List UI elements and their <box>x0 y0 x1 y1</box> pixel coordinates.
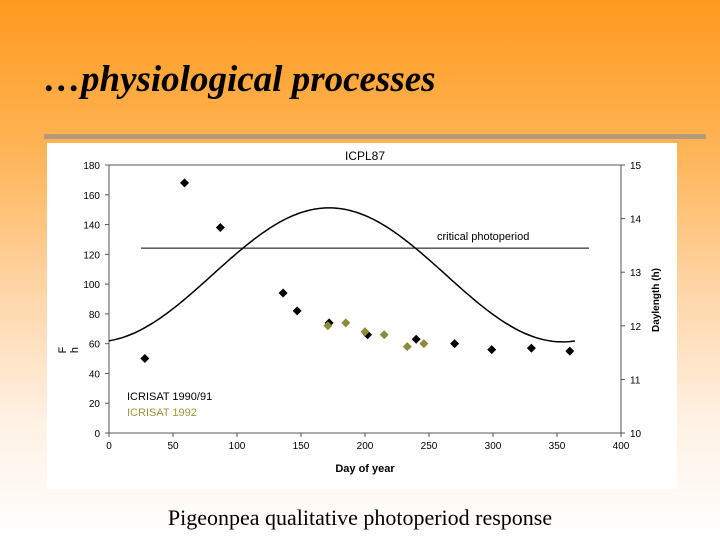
photoperiod-chart: ICPL87 Day of year F h Daylength (h) cri… <box>57 149 662 475</box>
x-tick-label: 0 <box>106 441 112 452</box>
data-point-1990 <box>450 339 460 349</box>
data-point-1990 <box>487 345 497 355</box>
critical-photoperiod-label: critical photoperiod <box>437 231 529 243</box>
data-point-1990 <box>140 354 150 364</box>
data-point-1990 <box>180 178 190 188</box>
x-tick-label: 250 <box>421 441 438 452</box>
y-axis-label-left-h: h <box>69 347 81 353</box>
chart-panel: ICPL87 Day of year F h Daylength (h) cri… <box>47 143 677 489</box>
y-right-tick-label: 13 <box>630 268 642 279</box>
x-tick-label: 300 <box>485 441 502 452</box>
x-tick-label: 200 <box>357 441 374 452</box>
y-left-tick-label: 120 <box>83 250 100 261</box>
data-point-1990 <box>278 288 288 298</box>
slide-title: …physiological processes <box>44 59 436 100</box>
y-right-tick-label: 12 <box>630 322 642 333</box>
y-axis-label-right: Daylength (h) <box>651 268 662 332</box>
y-right-tick-label: 11 <box>630 375 641 386</box>
data-point-1992 <box>341 318 351 328</box>
data-point-1990 <box>292 306 302 316</box>
data-point-1992 <box>379 330 389 340</box>
y-left-tick-label: 40 <box>89 369 101 380</box>
legend-entry-1990: ICRISAT 1990/91 <box>127 391 212 403</box>
x-tick-label: 150 <box>293 441 310 452</box>
x-tick-label: 350 <box>549 441 566 452</box>
y-left-tick-label: 180 <box>83 161 100 172</box>
x-tick-label: 400 <box>613 441 630 452</box>
title-divider <box>44 134 706 139</box>
y-right-tick-label: 14 <box>630 215 642 226</box>
y-right-tick-label: 10 <box>630 429 642 440</box>
x-tick-label: 100 <box>229 441 246 452</box>
daylength-curve <box>108 207 575 343</box>
data-point-1990 <box>565 346 575 356</box>
data-point-1990 <box>526 343 536 353</box>
chart-title: ICPL87 <box>345 149 385 163</box>
x-tick-label: 50 <box>167 441 179 452</box>
y-left-tick-label: 60 <box>89 340 101 351</box>
data-point-1992 <box>419 339 429 349</box>
y-axis-label-left-f: F <box>57 346 69 353</box>
slide-caption: Pigeonpea qualitative photoperiod respon… <box>167 505 553 530</box>
y-left-tick-label: 160 <box>83 191 100 202</box>
data-point-1992 <box>402 342 412 352</box>
y-left-tick-label: 80 <box>89 310 101 321</box>
y-right-tick-label: 15 <box>630 161 642 172</box>
data-point-1990 <box>215 223 225 233</box>
legend-entry-1992: ICRISAT 1992 <box>127 407 197 419</box>
data-point-1992 <box>360 327 370 337</box>
y-left-tick-label: 0 <box>94 429 100 440</box>
data-point-1992 <box>323 321 333 331</box>
y-left-tick-label: 20 <box>89 399 101 410</box>
x-axis-label: Day of year <box>335 463 395 475</box>
y-left-tick-label: 100 <box>83 280 100 291</box>
y-left-tick-label: 140 <box>83 221 100 232</box>
data-point-1990 <box>411 334 421 344</box>
